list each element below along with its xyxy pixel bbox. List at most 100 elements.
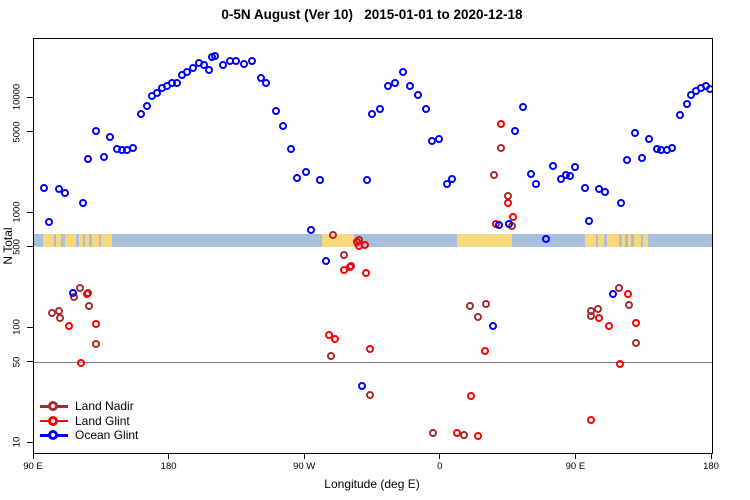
band-land-segment bbox=[101, 233, 112, 247]
data-point bbox=[503, 198, 512, 207]
data-point bbox=[604, 322, 613, 331]
data-point bbox=[406, 81, 415, 90]
data-point bbox=[357, 381, 366, 390]
data-point bbox=[531, 180, 540, 189]
chart-title: 0-5N August (Ver 10) 2015-01-01 to 2020-… bbox=[221, 7, 523, 22]
x-tick-label: 90 W bbox=[293, 461, 316, 472]
data-point bbox=[247, 57, 256, 66]
x-axis-title: Longitude (deg E) bbox=[324, 477, 420, 491]
data-point bbox=[173, 79, 182, 88]
data-point bbox=[40, 184, 49, 193]
data-point bbox=[219, 61, 228, 70]
data-point bbox=[77, 359, 86, 368]
data-point bbox=[78, 198, 87, 207]
data-point bbox=[489, 321, 498, 330]
band-land-segment bbox=[43, 233, 54, 247]
data-point bbox=[630, 128, 639, 137]
legend-marker-ring bbox=[48, 401, 58, 411]
data-point bbox=[183, 68, 192, 77]
y-tick-label: 100 bbox=[11, 319, 23, 335]
data-point bbox=[200, 61, 209, 70]
data-point bbox=[91, 127, 100, 136]
data-point bbox=[339, 251, 348, 260]
data-point bbox=[279, 121, 288, 130]
data-point bbox=[92, 339, 101, 348]
data-point bbox=[587, 311, 596, 320]
data-point bbox=[45, 217, 54, 226]
legend-marker-ring bbox=[48, 430, 58, 441]
y-tick-label: 5000 bbox=[11, 121, 23, 143]
data-point bbox=[322, 256, 331, 265]
data-point bbox=[210, 51, 219, 60]
data-point bbox=[327, 352, 336, 361]
y-tick bbox=[27, 246, 33, 248]
data-point bbox=[496, 120, 505, 129]
data-point bbox=[481, 300, 490, 309]
legend-marker-ring bbox=[48, 415, 58, 426]
data-point bbox=[686, 91, 695, 100]
data-point bbox=[261, 79, 270, 88]
data-point bbox=[600, 188, 609, 197]
data-point bbox=[329, 231, 338, 240]
x-tick bbox=[574, 453, 576, 459]
data-point bbox=[361, 269, 370, 278]
plot-frame bbox=[33, 38, 713, 454]
data-point bbox=[376, 104, 385, 113]
data-point bbox=[473, 431, 482, 440]
band-land-segment bbox=[634, 233, 642, 247]
band-land-segment bbox=[621, 233, 626, 247]
y-tick bbox=[27, 441, 33, 443]
x-tick bbox=[710, 453, 712, 459]
y-tick bbox=[27, 361, 33, 363]
data-point bbox=[557, 175, 566, 184]
data-point bbox=[189, 63, 198, 72]
data-point bbox=[256, 73, 265, 82]
data-point bbox=[362, 175, 371, 184]
data-point bbox=[565, 172, 574, 181]
data-point bbox=[330, 335, 339, 344]
band-land-segment bbox=[607, 233, 619, 247]
data-point bbox=[452, 428, 461, 437]
data-point bbox=[548, 161, 557, 170]
x-tick-label: 180 bbox=[703, 461, 719, 472]
data-point bbox=[638, 154, 647, 163]
data-point bbox=[580, 184, 589, 193]
data-point bbox=[443, 180, 452, 189]
data-point bbox=[64, 322, 73, 331]
data-point bbox=[645, 134, 654, 143]
legend-item-label: Ocean Glint bbox=[75, 428, 139, 443]
data-point bbox=[623, 155, 632, 164]
data-point bbox=[676, 111, 684, 120]
y-tick-label: 50 bbox=[11, 356, 23, 367]
band-land-segment bbox=[598, 233, 604, 247]
data-point bbox=[624, 289, 633, 298]
data-point bbox=[609, 289, 618, 298]
band-land-segment bbox=[585, 233, 596, 247]
data-point bbox=[83, 155, 92, 164]
x-tick bbox=[439, 453, 441, 459]
data-point bbox=[92, 320, 101, 329]
band-land-segment bbox=[643, 233, 648, 247]
data-point bbox=[614, 283, 623, 292]
y-tick-label: 10000 bbox=[11, 83, 23, 111]
reference-line bbox=[34, 361, 712, 364]
data-point bbox=[307, 225, 316, 234]
data-point bbox=[447, 175, 456, 184]
y-axis-title: N Total bbox=[1, 227, 15, 265]
data-point bbox=[292, 174, 301, 183]
data-point bbox=[271, 107, 280, 116]
band-land-segment bbox=[321, 233, 355, 247]
x-tick bbox=[168, 453, 170, 459]
data-point bbox=[205, 66, 214, 75]
data-point bbox=[361, 241, 370, 250]
data-point bbox=[480, 346, 489, 355]
data-point bbox=[105, 133, 114, 142]
map-band bbox=[34, 233, 712, 247]
data-point bbox=[511, 126, 520, 135]
data-point bbox=[616, 359, 625, 368]
data-point bbox=[632, 319, 641, 328]
data-point bbox=[128, 143, 137, 152]
data-point bbox=[571, 162, 580, 171]
data-point bbox=[232, 57, 241, 66]
